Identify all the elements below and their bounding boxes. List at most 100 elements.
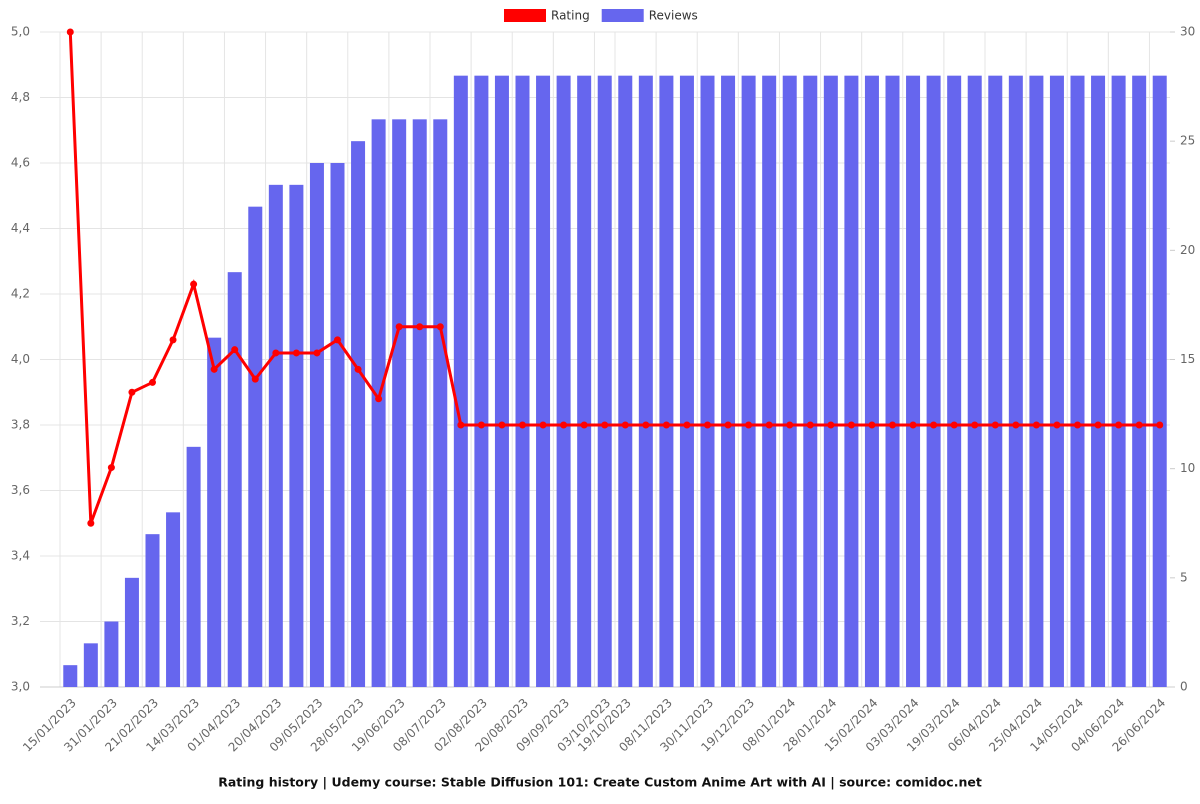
y2-tick-label: 30	[1180, 25, 1195, 39]
rating-point	[313, 349, 321, 357]
y-tick-label: 3,4	[11, 549, 30, 563]
rating-point	[950, 421, 958, 429]
bar	[289, 184, 304, 688]
bar	[947, 75, 962, 687]
rating-point	[1012, 421, 1020, 429]
bar	[721, 75, 736, 687]
y-tick-label: 5,0	[11, 25, 30, 39]
bar	[166, 512, 181, 687]
rating-point	[601, 421, 609, 429]
y-tick-label: 4,8	[11, 90, 30, 104]
legend-label: Reviews	[649, 9, 698, 23]
rating-point	[272, 349, 280, 357]
bar	[967, 75, 982, 687]
rating-point	[539, 421, 547, 429]
bar	[412, 119, 427, 688]
y-tick-label: 4,0	[11, 352, 30, 366]
bar	[227, 272, 242, 687]
rating-point	[149, 378, 156, 386]
bar	[268, 184, 283, 688]
bar	[186, 446, 201, 687]
rating-point	[231, 346, 239, 354]
rating-point	[66, 28, 74, 36]
bar	[1008, 75, 1023, 687]
rating-point	[580, 421, 588, 429]
rating-point	[498, 421, 506, 429]
bar	[1091, 75, 1106, 687]
y-tick-label: 3,6	[11, 483, 30, 497]
bar	[124, 577, 139, 687]
rating-point	[642, 421, 650, 429]
bar	[700, 75, 715, 687]
bar	[577, 75, 592, 687]
bar	[351, 141, 366, 687]
y2-tick-label: 0	[1180, 680, 1188, 694]
legend-swatch	[601, 9, 644, 22]
rating-point	[971, 421, 979, 429]
bar	[638, 75, 653, 687]
y-tick-label: 3,8	[11, 418, 30, 432]
rating-point	[128, 388, 136, 396]
bar	[679, 75, 694, 687]
bar	[494, 75, 509, 687]
bar	[536, 75, 551, 687]
bar	[926, 75, 941, 687]
bar	[618, 75, 633, 687]
rating-point	[930, 421, 938, 429]
bar	[906, 75, 921, 687]
bar	[207, 337, 222, 687]
bar	[782, 75, 797, 687]
bar	[63, 665, 78, 687]
chart-title: Rating history | Udemy course: Stable Di…	[218, 775, 982, 790]
rating-point	[765, 421, 773, 429]
bar	[474, 75, 489, 687]
rating-point	[1032, 421, 1040, 429]
rating-point	[868, 421, 876, 429]
bar	[1111, 75, 1126, 687]
rating-point	[662, 421, 670, 429]
bar	[1152, 75, 1167, 687]
rating-point	[169, 336, 177, 344]
bar	[453, 75, 468, 687]
y2-tick-label: 10	[1180, 461, 1195, 475]
rating-point	[395, 323, 403, 331]
rating-point	[621, 421, 629, 429]
y-tick-label: 4,2	[11, 287, 30, 301]
rating-point	[745, 421, 753, 429]
rating-point	[334, 336, 341, 344]
rating-point	[354, 365, 362, 373]
bar	[392, 119, 407, 688]
legend-swatch	[504, 9, 546, 22]
rating-point	[1094, 421, 1102, 429]
bar	[145, 534, 160, 687]
rating-point	[477, 421, 485, 429]
rating-point	[292, 349, 300, 357]
rating-point	[1074, 421, 1081, 429]
bar	[1049, 75, 1064, 687]
rating-point	[909, 421, 917, 429]
bar	[597, 75, 612, 687]
rating-point	[806, 421, 814, 429]
bar	[104, 621, 119, 687]
rating-point	[436, 323, 444, 331]
bar	[309, 163, 324, 687]
rating-point	[519, 421, 526, 429]
bar	[762, 75, 777, 687]
y-tick-label: 4,6	[11, 156, 30, 170]
rating-point	[87, 519, 95, 527]
y2-tick-label: 25	[1180, 134, 1195, 148]
bar	[885, 75, 900, 687]
bar	[248, 206, 263, 687]
y2-tick-label: 15	[1180, 352, 1195, 366]
rating-point	[991, 421, 999, 429]
rating-point	[724, 421, 732, 429]
rating-point	[560, 421, 568, 429]
rating-point	[457, 421, 465, 429]
rating-point	[1053, 421, 1061, 429]
rating-point	[786, 421, 794, 429]
bar	[864, 75, 879, 687]
bar	[1132, 75, 1147, 687]
rating-point	[190, 280, 198, 288]
y2-tick-label: 5	[1180, 570, 1188, 584]
bar	[433, 119, 448, 688]
